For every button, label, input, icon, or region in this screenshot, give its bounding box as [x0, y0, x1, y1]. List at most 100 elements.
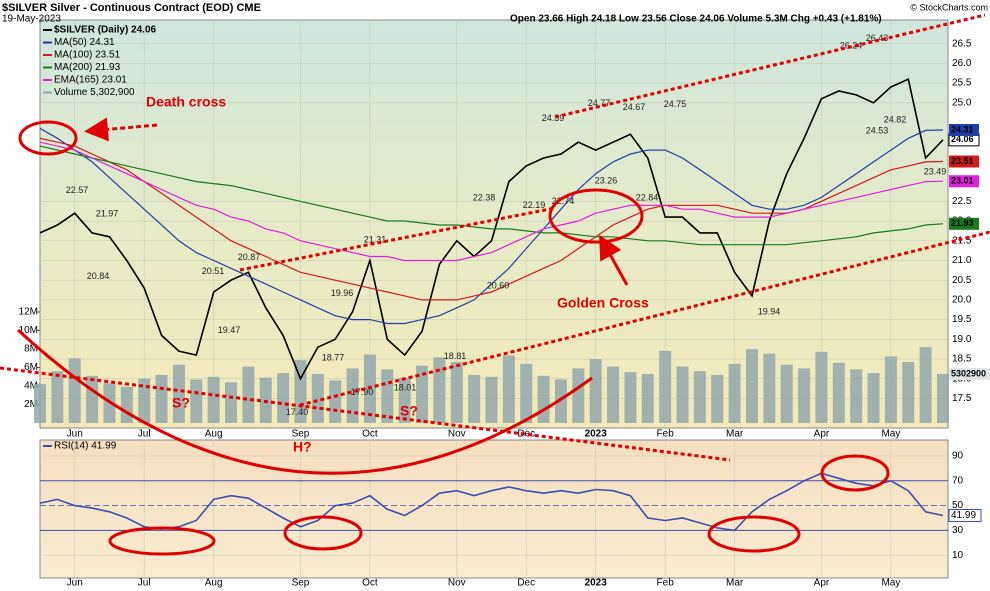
series-line [39, 77, 944, 381]
x-tick-label: Nov [448, 429, 466, 440]
y-tick-label: 20.0 [952, 295, 972, 306]
volume-bar [190, 379, 203, 424]
x-tick-label: Oct [362, 578, 378, 589]
y-tick-label: 70 [952, 475, 964, 486]
volume-bar [763, 353, 776, 424]
peak-label: 22.38 [473, 192, 496, 202]
x-tick-label: Sep [292, 578, 310, 589]
y-tick-label: 17.5 [952, 393, 972, 404]
y-tick-label: 19.0 [952, 334, 972, 345]
peak-label: 24.53 [866, 126, 889, 136]
peak-label: 19.96 [331, 288, 354, 298]
peak-label: 18.77 [322, 353, 345, 363]
arrow [599, 234, 629, 286]
volume-bar [416, 365, 429, 424]
peak-label: 20.87 [238, 252, 261, 262]
volume-bar [728, 363, 741, 424]
volume-bar [485, 376, 498, 424]
volume-bar [641, 373, 654, 424]
peak-label: 19.47 [218, 325, 241, 335]
peak-label: 21.31 [364, 235, 387, 245]
peak-label: 24.67 [623, 102, 646, 112]
legend-label: $SILVER (Daily) 24.06 [54, 25, 157, 36]
y-tick-label: 90 [952, 451, 964, 462]
x-tick-label: Aug [205, 429, 223, 440]
x-tick-label: Nov [448, 578, 466, 589]
x-tick-label: May [881, 578, 900, 589]
volume-bar [207, 376, 220, 424]
peak-label: 22.57 [66, 185, 89, 195]
y2-tick-label: 6M [24, 362, 38, 373]
ellipse [18, 120, 78, 156]
legend-label: MA(100) 23.51 [54, 50, 121, 61]
value-tag [949, 367, 990, 380]
peak-label: 20.84 [87, 271, 110, 281]
volume-bar [294, 360, 307, 424]
arc [16, 328, 593, 475]
y-tick-label: 18.5 [952, 354, 972, 365]
legend-label: Volume 5,302,900 [54, 87, 135, 98]
ellipse [707, 515, 801, 553]
value-tag [949, 155, 979, 168]
value-tag-label: 5302900 [951, 368, 986, 378]
volume-bar [798, 368, 811, 424]
x-tick-label: Sep [292, 429, 310, 440]
volume-bar [433, 357, 446, 424]
peak-label: 17.90 [351, 387, 374, 397]
x-tick-label: May [881, 429, 900, 440]
x-tick-label: 2023 [585, 429, 608, 440]
legend-label: MA(200) 21.93 [54, 62, 121, 73]
x-tick-label: 2023 [585, 578, 608, 589]
ellipse [548, 188, 644, 244]
value-tag [948, 509, 982, 523]
series-line [39, 127, 944, 325]
legend-label: EMA(165) 23.01 [54, 75, 127, 86]
annotation: H? [293, 439, 312, 455]
peak-label: 24.77 [588, 98, 611, 108]
x-tick-label: Apr [814, 429, 830, 440]
volume-bar [120, 386, 133, 424]
x-tick-label: Jun [67, 429, 83, 440]
volume-bar [242, 366, 255, 424]
credit: © StockCharts.com [910, 2, 988, 12]
volume-bar [745, 349, 758, 424]
series-line [39, 141, 944, 262]
peak-label: 18.81 [444, 351, 467, 361]
y-tick-label: 26.5 [952, 38, 972, 49]
peak-label: 24.39 [542, 113, 565, 123]
peak-label: 20.51 [202, 266, 225, 276]
y-tick-label: 21.0 [952, 255, 972, 266]
volume-bar [815, 351, 828, 424]
volume-bar [780, 364, 793, 424]
x-tick-label: Feb [657, 578, 675, 589]
volume-bar [138, 378, 151, 424]
ellipse [108, 526, 216, 556]
peak-label: 18.01 [394, 383, 417, 393]
trend-line [239, 206, 556, 272]
y2-tick-label: 10M [19, 325, 38, 336]
value-tag-label: 23.01 [951, 176, 974, 186]
y2-tick-label: 8M [24, 344, 38, 355]
x-tick-label: Mar [726, 578, 744, 589]
value-tag [949, 217, 979, 230]
legend-label: MA(50) 24.31 [54, 37, 115, 48]
volume-bar [34, 384, 46, 424]
volume-bar [572, 368, 585, 424]
y-tick-label: 26.0 [952, 58, 972, 69]
y-tick-label: 30 [952, 525, 964, 536]
value-tag-label: 24.31 [951, 124, 974, 134]
volume-bar [51, 371, 64, 424]
chart-title: $SILVER Silver - Continuous Contract (EO… [2, 2, 261, 14]
y2-tick-label: 2M [24, 399, 38, 410]
x-tick-label: Oct [362, 429, 378, 440]
y-tick-label: 19.5 [952, 314, 972, 325]
volume-bar [86, 375, 99, 424]
x-tick-label: Apr [814, 578, 830, 589]
peak-label: 21.97 [96, 209, 119, 219]
peak-label: 23.26 [595, 176, 618, 186]
x-tick-label: Mar [726, 429, 744, 440]
value-tag-label: 24.06 [951, 134, 974, 144]
volume-bar [468, 374, 481, 424]
x-tick-label: Jun [67, 578, 83, 589]
